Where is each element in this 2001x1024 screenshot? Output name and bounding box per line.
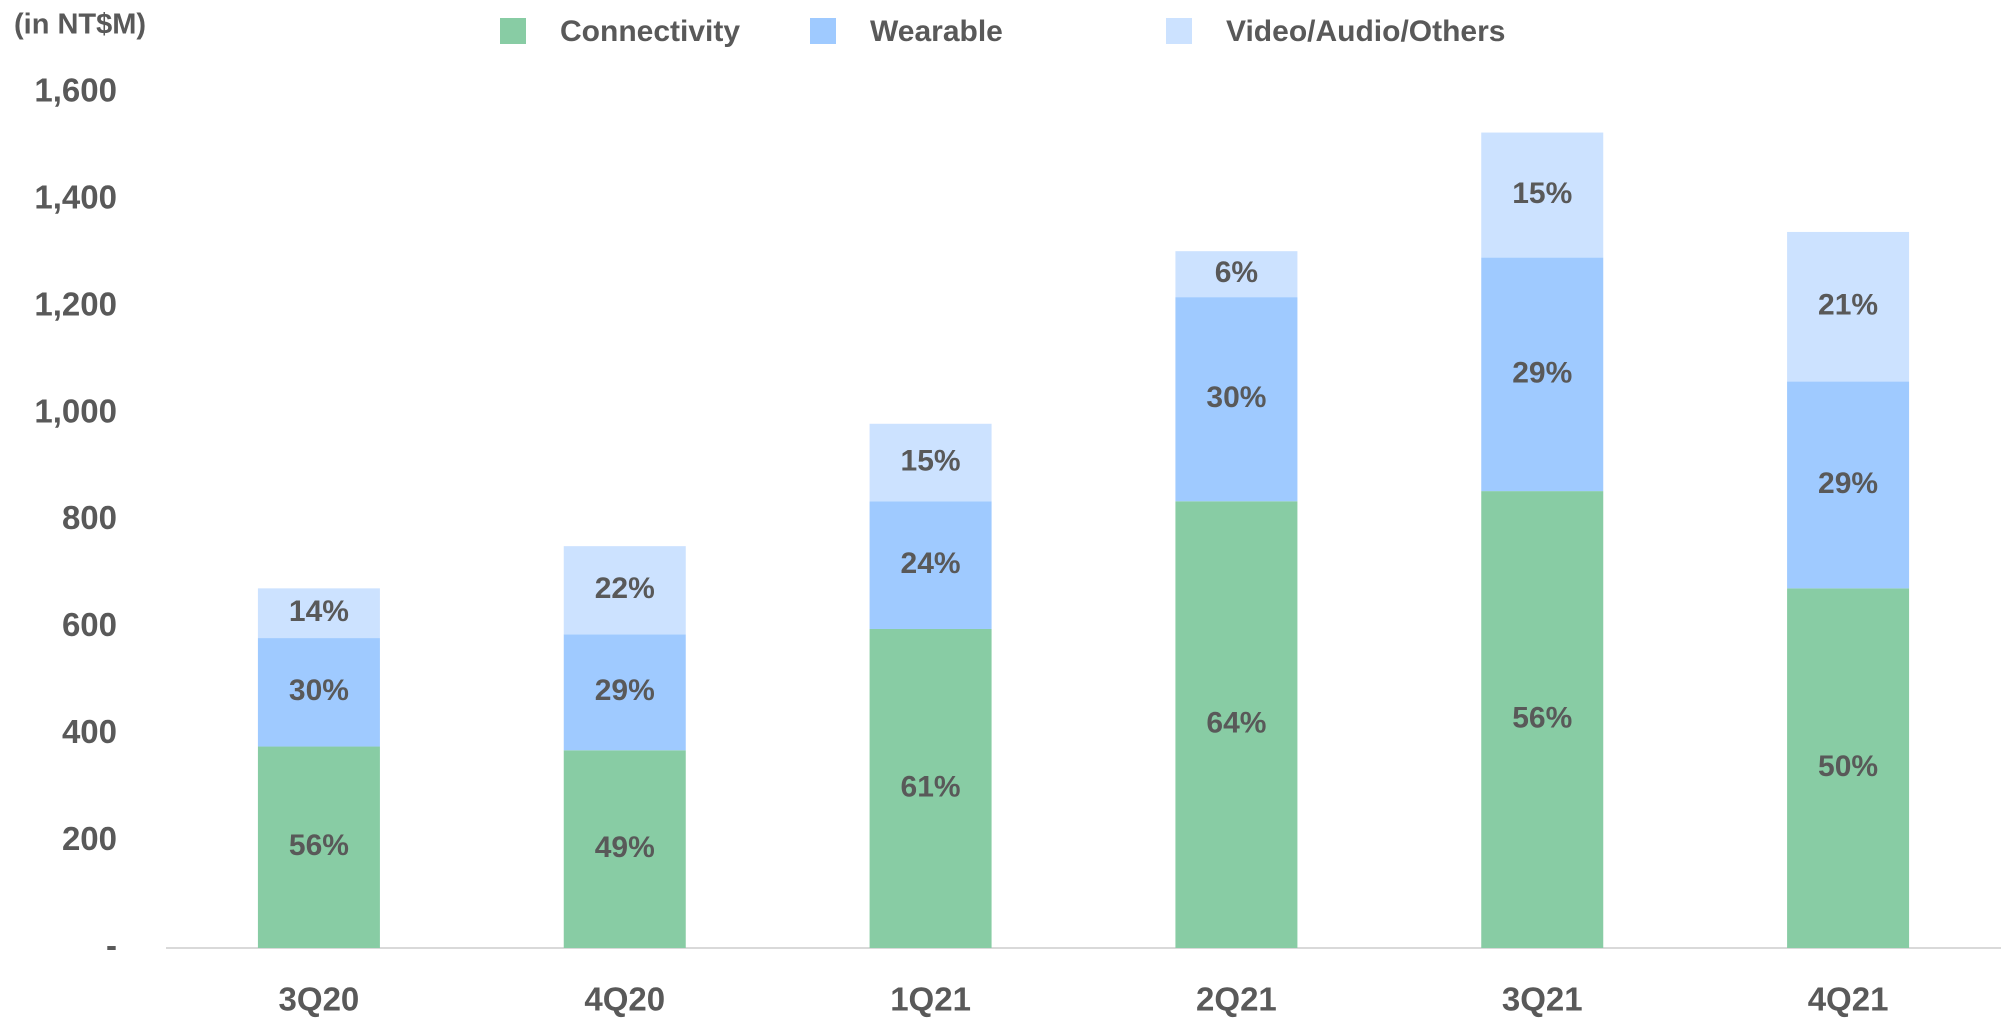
x-tick-label: 1Q21 <box>890 981 971 1018</box>
data-label: 21% <box>1818 289 1878 322</box>
data-label: 56% <box>1512 701 1572 734</box>
legend-label: Connectivity <box>560 15 740 48</box>
data-label: 6% <box>1215 256 1258 289</box>
y-tick-label: 1,200 <box>34 285 117 322</box>
bar-segment <box>1787 381 1910 589</box>
data-label: 61% <box>901 770 961 803</box>
legend-label: Wearable <box>870 15 1003 48</box>
y-tick-label: 1,600 <box>34 72 117 109</box>
bar-segment <box>1481 257 1604 492</box>
data-label: 29% <box>595 674 655 707</box>
x-tick-label: 3Q21 <box>1502 981 1583 1018</box>
data-label: 15% <box>901 444 961 477</box>
data-label: 30% <box>289 674 349 707</box>
legend-swatch <box>1166 18 1192 44</box>
data-label: 56% <box>289 829 349 862</box>
data-label: 22% <box>595 572 655 605</box>
bar-segment <box>563 750 686 948</box>
legend-label: Video/Audio/Others <box>1226 15 1505 48</box>
x-tick-label: 4Q20 <box>584 981 665 1018</box>
bar-segment <box>1481 132 1604 258</box>
x-tick-label: 2Q21 <box>1196 981 1277 1018</box>
data-label: 29% <box>1512 356 1572 389</box>
x-tick-label: 4Q21 <box>1808 981 1889 1018</box>
data-label: 14% <box>289 595 349 628</box>
data-label: 24% <box>901 547 961 580</box>
bar-segment <box>563 546 686 635</box>
y-tick-label: 200 <box>62 820 117 857</box>
legend-swatch <box>810 18 836 44</box>
bar-segment <box>1175 251 1298 298</box>
data-label: 30% <box>1206 381 1266 414</box>
data-label: 49% <box>595 831 655 864</box>
unit-label: (in NT$M) <box>14 9 146 41</box>
y-tick-label: 1,400 <box>34 179 117 216</box>
y-tick-label: 1,000 <box>34 392 117 429</box>
data-label: 15% <box>1512 177 1572 210</box>
bar-segment <box>257 746 380 948</box>
data-label: 50% <box>1818 750 1878 783</box>
bar-segment <box>869 423 992 502</box>
bar-segment <box>1481 491 1604 948</box>
bar-segment <box>869 628 992 948</box>
y-tick-label: 400 <box>62 713 117 750</box>
y-tick-label: 800 <box>62 499 117 536</box>
bar-segment <box>257 588 380 639</box>
bar-segment <box>1175 501 1298 948</box>
bar-segment <box>1175 297 1298 502</box>
x-tick-label: 3Q20 <box>279 981 360 1018</box>
bar-segment <box>1787 588 1910 948</box>
bar-segment <box>869 501 992 629</box>
y-tick-label: 600 <box>62 606 117 643</box>
legend-swatch <box>500 18 526 44</box>
bar-segment <box>563 634 686 751</box>
data-label: 64% <box>1206 707 1266 740</box>
data-label: 29% <box>1818 467 1878 500</box>
y-tick-label: - <box>106 927 117 964</box>
bar-segment <box>257 638 380 747</box>
bar-segment <box>1787 231 1910 382</box>
